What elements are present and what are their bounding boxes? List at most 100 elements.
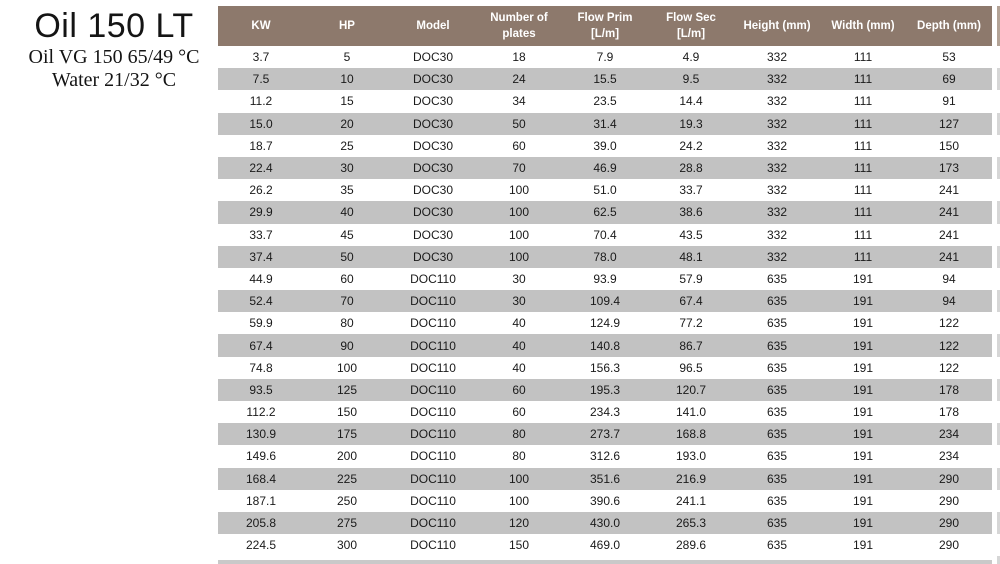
table-row: 44.9 60 DOC110 30 93.9 57.9 635 191 94 xyxy=(218,268,992,290)
table-cell: 11.2 xyxy=(249,94,273,109)
table-cell: 24 xyxy=(512,72,526,87)
sliver-row-block xyxy=(997,334,1000,357)
table-cell: DOC30 xyxy=(412,227,453,242)
table-cell: DOC30 xyxy=(412,138,453,153)
table-cell: 60 xyxy=(340,271,354,286)
table-cell: 67.4 xyxy=(679,294,703,309)
table-cell: 60 xyxy=(512,382,526,397)
table-cell: 635 xyxy=(766,449,788,464)
table-cell: 193.0 xyxy=(675,449,707,464)
table-cell: 216.9 xyxy=(675,471,707,486)
table-cell: DOC110 xyxy=(410,338,456,353)
table-cell: 30 xyxy=(340,161,354,176)
spec-table: KW HP Model Number of plates Flow Prim [L/m]… xyxy=(218,6,992,556)
column-header: Number of plates xyxy=(476,6,562,46)
table-row: 112.2 150 DOC110 60 234.3 141.0 635 191 178 xyxy=(218,401,992,423)
table-row: 15.0 20 DOC30 50 31.4 19.3 332 111 127 xyxy=(218,112,992,135)
table-cell: 40 xyxy=(340,205,354,220)
table-row: 29.9 40 DOC30 100 62.5 38.6 332 111 241 xyxy=(218,201,992,224)
table-cell: 100 xyxy=(508,183,530,198)
table-cell: 290 xyxy=(938,493,960,508)
table-cell: 224.5 xyxy=(245,538,277,553)
table-cell: DOC110 xyxy=(410,360,456,375)
table-cell: 111 xyxy=(853,249,873,264)
table-cell: DOC30 xyxy=(412,205,453,220)
table-row: 205.8 275 DOC110 120 430.0 265.3 635 191 290 xyxy=(218,511,992,535)
table-cell: DOC110 xyxy=(410,382,456,397)
table-cell: 48.1 xyxy=(679,249,703,264)
table-cell: 122 xyxy=(938,360,960,375)
table-cell: 351.6 xyxy=(589,471,621,486)
table-cell: 14.4 xyxy=(679,94,703,109)
table-cell: 80 xyxy=(512,427,526,442)
table-cell: 290 xyxy=(938,538,960,553)
table-cell: 100 xyxy=(508,493,530,508)
table-cell: 111 xyxy=(853,205,873,220)
table-cell: 9.5 xyxy=(682,72,700,87)
table-cell: 635 xyxy=(766,493,788,508)
table-cell: 74.8 xyxy=(249,360,273,375)
column-header: Height (mm) xyxy=(734,6,820,46)
table-cell: 150 xyxy=(336,405,358,420)
table-cell: DOC110 xyxy=(410,271,456,286)
table-cell: DOC110 xyxy=(410,538,456,553)
column-header: KW xyxy=(218,6,304,46)
table-cell: 39.0 xyxy=(593,138,617,153)
table-cell: 290 xyxy=(938,471,960,486)
table-cell: 100 xyxy=(508,249,530,264)
table-cell: 127 xyxy=(938,116,960,131)
table-cell: 191 xyxy=(852,405,874,420)
table-cell: 30 xyxy=(512,271,526,286)
table-cell: 332 xyxy=(766,50,788,65)
table-cell: 241 xyxy=(938,183,960,198)
table-cell: 234 xyxy=(938,449,960,464)
table-cell: 430.0 xyxy=(589,516,621,531)
table-cell: 77.2 xyxy=(679,316,703,331)
table-cell: 40 xyxy=(512,360,526,375)
table-cell: DOC30 xyxy=(412,183,453,198)
table-cell: DOC110 xyxy=(410,493,456,508)
table-cell: 94 xyxy=(942,294,956,309)
water-spec-line: Water 21/32 °C xyxy=(51,69,177,91)
table-cell: 332 xyxy=(766,161,788,176)
column-header: HP xyxy=(304,6,390,46)
table-cell: 50 xyxy=(512,116,526,131)
table-row: 74.8 100 DOC110 40 156.3 96.5 635 191 122 xyxy=(218,357,992,379)
table-row: 52.4 70 DOC110 30 109.4 67.4 635 191 94 xyxy=(218,290,992,313)
table-cell: 40 xyxy=(512,338,526,353)
table-row: 26.2 35 DOC30 100 51.0 33.7 332 111 241 xyxy=(218,179,992,201)
table-cell: 635 xyxy=(766,360,788,375)
table-cell: 46.9 xyxy=(593,161,617,176)
table-row: 7.5 10 DOC30 24 15.5 9.5 332 111 69 xyxy=(218,68,992,91)
table-cell: 38.6 xyxy=(679,205,703,220)
table-cell: DOC30 xyxy=(412,161,453,176)
table-cell: 30 xyxy=(512,294,526,309)
table-cell: 111 xyxy=(853,183,873,198)
spec-table-header: KW HP Model Number of plates Flow Prim [L/m]… xyxy=(218,6,992,46)
table-cell: 70.4 xyxy=(593,227,617,242)
table-row: 149.6 200 DOC110 80 312.6 193.0 635 191 234 xyxy=(218,445,992,467)
table-cell: 28.8 xyxy=(679,161,703,176)
table-cell: DOC110 xyxy=(410,316,456,331)
table-cell: 80 xyxy=(340,316,354,331)
cropped-next-row-sliver xyxy=(218,560,992,564)
table-cell: DOC30 xyxy=(412,116,453,131)
table-cell: DOC30 xyxy=(412,249,453,264)
table-cell: 112.2 xyxy=(246,405,276,420)
table-cell: 50 xyxy=(340,249,354,264)
table-cell: 273.7 xyxy=(589,427,621,442)
sliver-row-block xyxy=(997,112,1000,135)
table-cell: 191 xyxy=(852,516,874,531)
table-cell: 15.5 xyxy=(593,72,617,87)
table-cell: 191 xyxy=(852,338,874,353)
table-row: 168.4 225 DOC110 100 351.6 216.9 635 191 290 xyxy=(218,467,992,490)
sliver-header-block xyxy=(997,6,1000,46)
table-cell: 62.5 xyxy=(593,205,617,220)
table-cell: 265.3 xyxy=(675,516,707,531)
table-cell: 141.0 xyxy=(675,405,707,420)
table-cell: 18.7 xyxy=(249,138,273,153)
table-row: 224.5 300 DOC110 150 469.0 289.6 635 191 290 xyxy=(218,534,992,556)
sliver-row-block xyxy=(997,245,1000,268)
table-cell: 635 xyxy=(766,405,788,420)
table-cell: 4.9 xyxy=(682,50,700,65)
